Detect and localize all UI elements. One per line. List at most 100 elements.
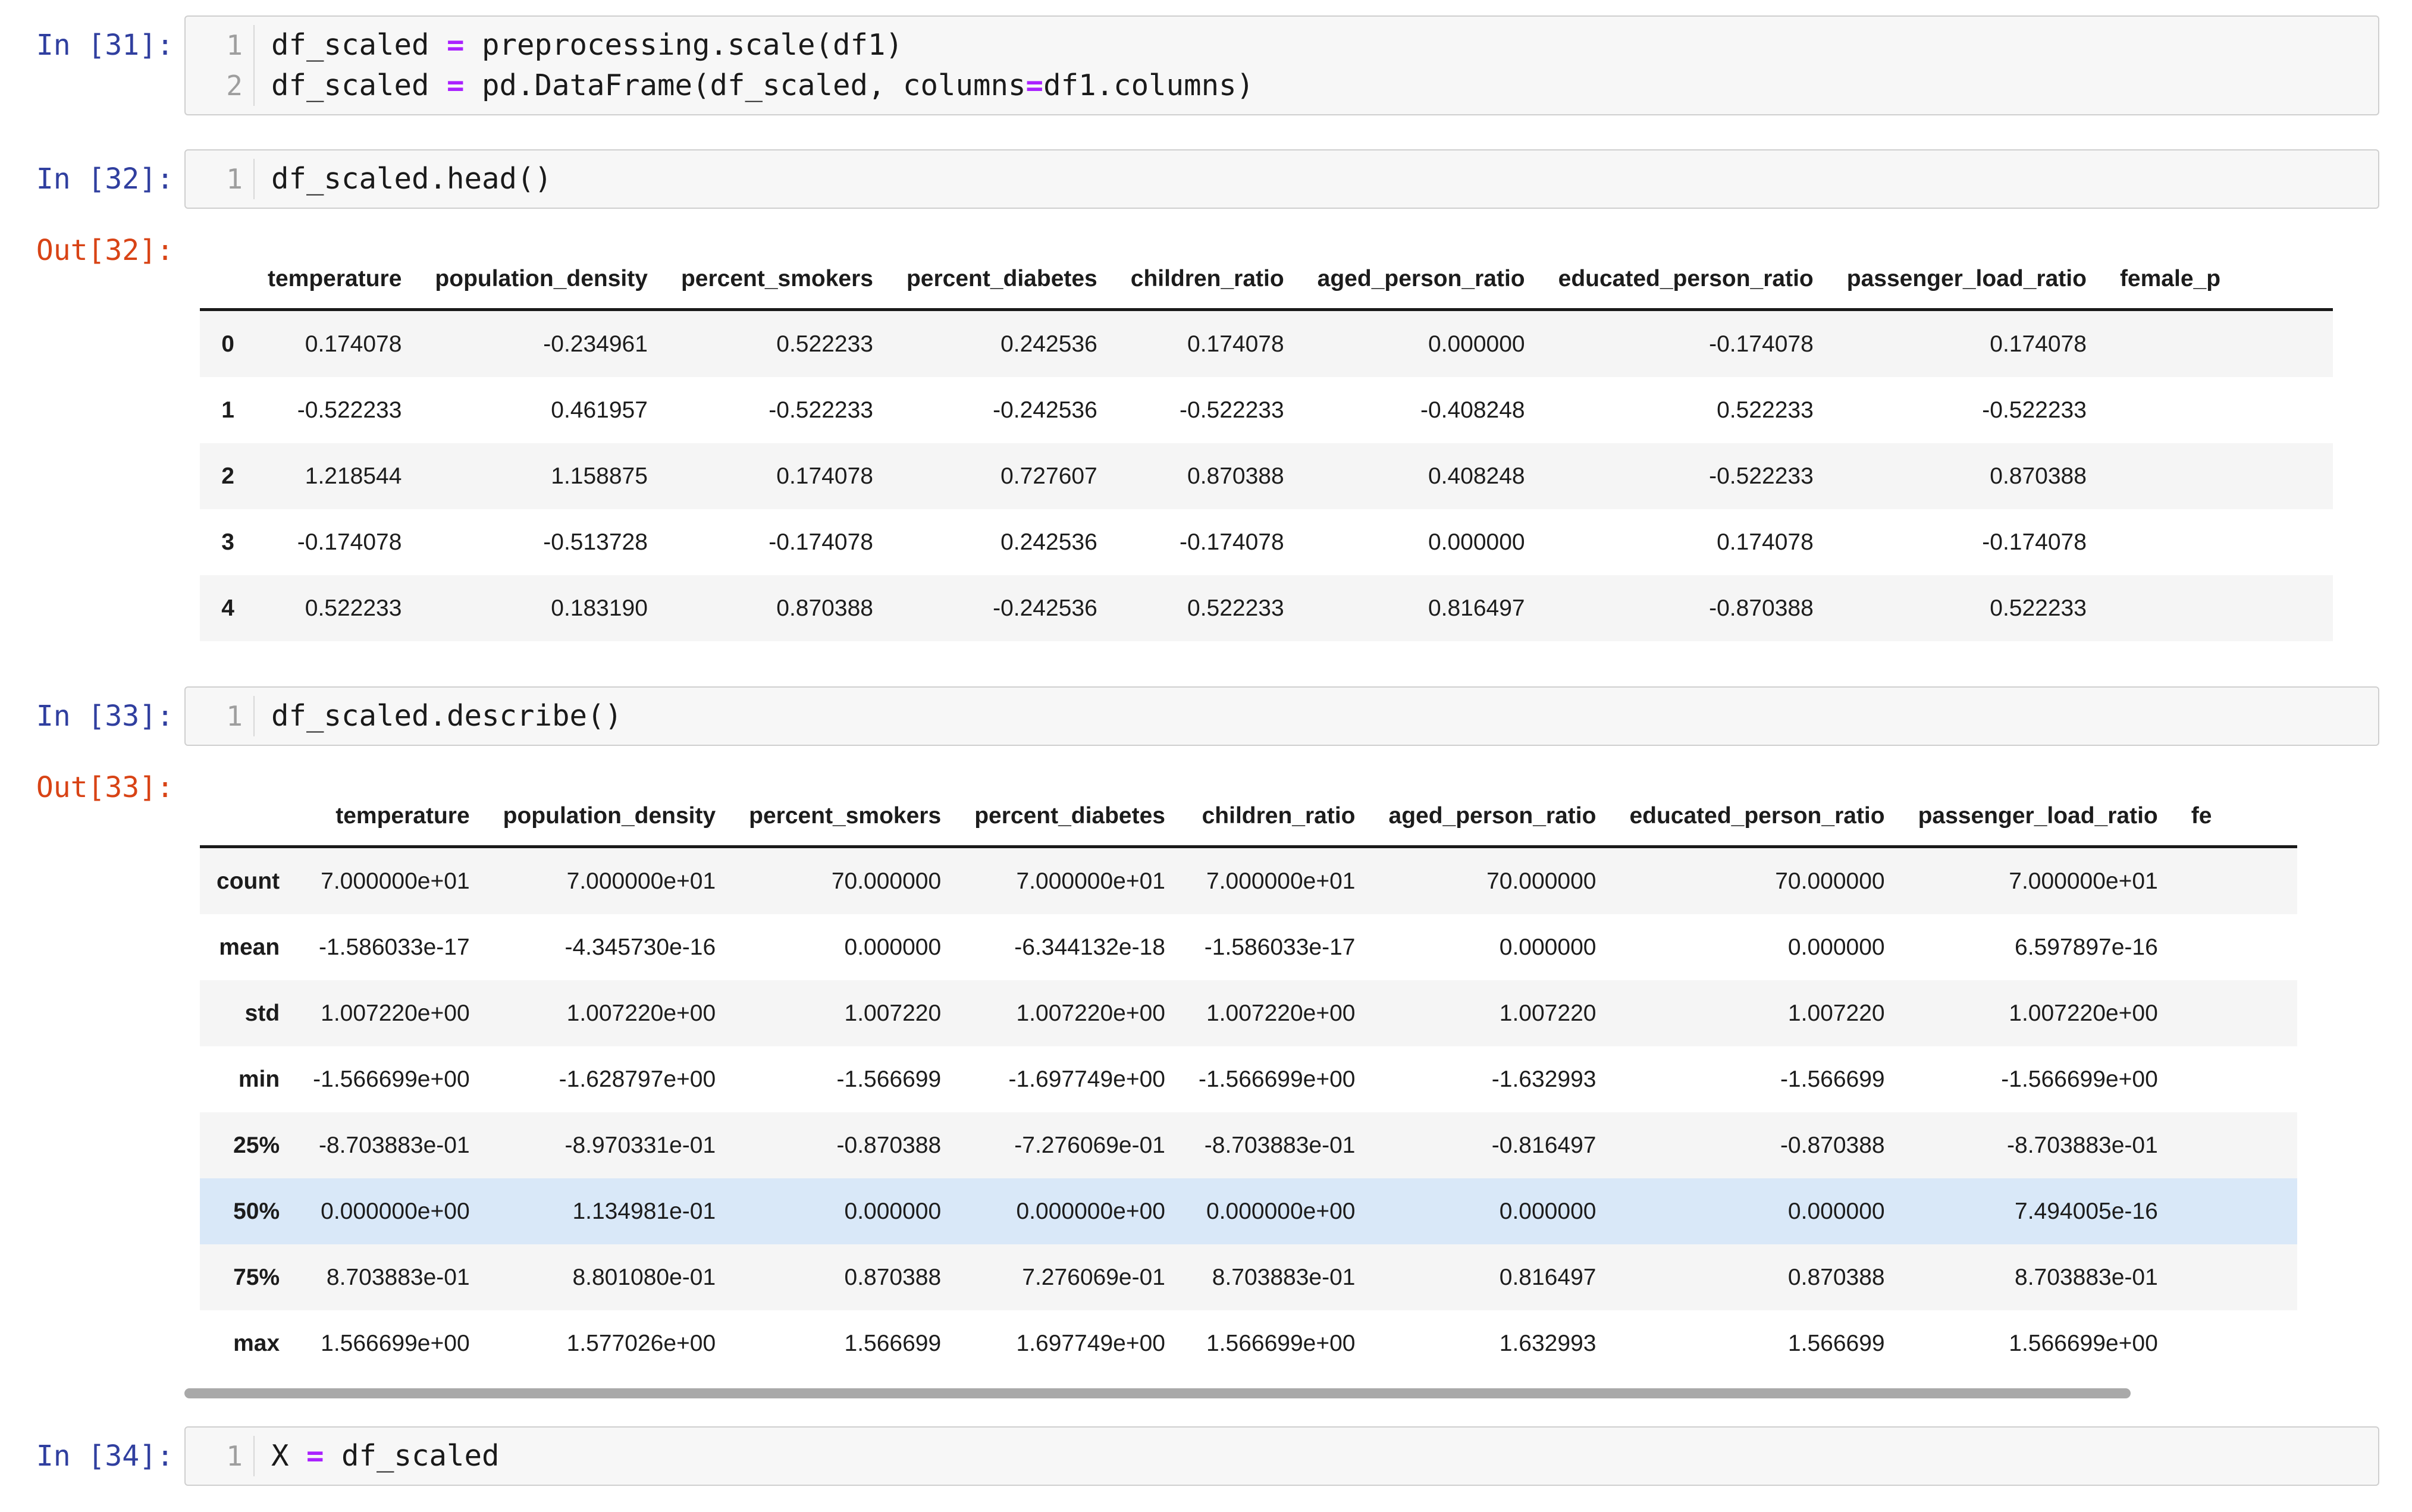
code-line: df_scaled.head() — [271, 159, 552, 199]
cell-value: 0.870388 — [1187, 463, 1284, 489]
cell-value: 0.242536 — [1000, 331, 1097, 357]
cell-input-area: 1 df_scaled.describe() — [174, 686, 2412, 746]
code-token: df_scaled — [271, 28, 447, 62]
cell-value: 0.816497 — [1499, 1265, 1597, 1290]
operator-token: = — [447, 28, 465, 62]
code-line: df_scaled = pd.DataFrame(df_scaled, colu… — [271, 65, 1254, 106]
table-row: 25% -8.703883e-01 -8.970331e-01 -0.870388 -7… — [200, 1112, 2297, 1178]
column-header: percent_smokers — [732, 789, 958, 848]
dataframe-body: 0 0.174078 -0.234961 0.522233 0.242536 0.1740… — [200, 309, 2333, 641]
code-line: df_scaled.describe() — [271, 696, 622, 736]
scrollbar-thumb[interactable] — [184, 1388, 2131, 1398]
cell-value-clipped — [2103, 575, 2333, 641]
code-cell-row: In [31]: 1 2 df_scaled = preprocessing.scal… — [0, 15, 2412, 115]
cell-value: 1.007220 — [1499, 1000, 1597, 1026]
cell-value: -0.513728 — [543, 529, 648, 555]
cell-value: 0.174078 — [1990, 331, 2087, 357]
cell-value: 1.632993 — [1499, 1331, 1597, 1356]
cell-value: 0.000000 — [1428, 331, 1525, 357]
index-header-cell — [200, 252, 251, 311]
cell-value: 0.000000e+00 — [1016, 1199, 1165, 1224]
column-header: educated_person_ratio — [1541, 252, 1830, 311]
operator-token: = — [447, 68, 465, 102]
column-header: children_ratio — [1114, 252, 1301, 311]
cell-value: -1.697749e+00 — [1008, 1066, 1166, 1092]
cell-value: -0.174078 — [1982, 529, 2087, 555]
cell-value: 1.697749e+00 — [1016, 1331, 1165, 1356]
cell-value-clipped — [2175, 1046, 2297, 1112]
cell-value: -0.242536 — [993, 595, 1097, 621]
column-header: children_ratio — [1182, 789, 1372, 848]
cell-value-clipped — [2175, 914, 2297, 980]
code-editor[interactable]: 1 2 df_scaled = preprocessing.scale(df1) df… — [184, 15, 2379, 115]
dataframe-output: temperature population_density percent_smo… — [200, 252, 2397, 641]
code-token: df_scaled.head() — [271, 162, 553, 196]
cell-value: 1.566699e+00 — [2009, 1331, 2158, 1356]
cell-value: -8.703883e-01 — [2007, 1133, 2158, 1158]
cell-value: -1.566699e+00 — [1199, 1066, 1356, 1092]
row-label: 0 — [221, 331, 234, 357]
cell-value: 1.566699 — [844, 1331, 942, 1356]
cell-value: -0.522233 — [1709, 463, 1814, 489]
code-editor[interactable]: 1 df_scaled.head() — [184, 149, 2379, 209]
cell-value: 8.703883e-01 — [1212, 1265, 1356, 1290]
cell-value: 0.727607 — [1000, 463, 1097, 489]
cell-value: -1.566699 — [1780, 1066, 1885, 1092]
cell-value: 1.566699e+00 — [321, 1331, 470, 1356]
cell-value: -8.970331e-01 — [564, 1133, 716, 1158]
row-label: min — [238, 1066, 280, 1092]
header-row: temperature population_density percent_smo… — [200, 252, 2333, 311]
horizontal-scrollbar[interactable] — [184, 1388, 2382, 1399]
line-number: 1 — [226, 163, 243, 195]
column-header: fe — [2174, 789, 2297, 848]
cell-value: 7.276069e-01 — [1022, 1265, 1165, 1290]
cell-value: 0.408248 — [1428, 463, 1525, 489]
output-prompt: Out[33]: — [36, 771, 174, 804]
line-number: 1 — [226, 1440, 243, 1472]
cell-value: -1.632993 — [1491, 1066, 1597, 1092]
code-editor[interactable]: 1 df_scaled.describe() — [184, 686, 2379, 746]
cell-value: -0.816497 — [1491, 1133, 1597, 1158]
cell-value: -1.586033e-17 — [318, 934, 470, 960]
row-label: 50% — [233, 1199, 280, 1224]
operator-token: = — [1025, 68, 1044, 102]
cell-value: 1.007220e+00 — [1016, 1000, 1165, 1026]
cell-value: 7.000000e+01 — [566, 868, 716, 894]
cell-value: 8.703883e-01 — [326, 1265, 470, 1290]
code-cell-row: In [32]: 1 df_scaled.head() — [0, 149, 2412, 209]
cell-value: 0.461957 — [551, 397, 648, 423]
cell-value: 0.000000 — [1499, 1199, 1597, 1224]
cell-value: 0.000000 — [1787, 1199, 1885, 1224]
row-label: count — [217, 868, 280, 894]
dataframe-header: temperature population_density percent_smo… — [200, 789, 2297, 848]
dataframe-header: temperature population_density percent_smo… — [200, 252, 2333, 311]
column-header: passenger_load_ratio — [1830, 252, 2103, 311]
cell-value: -8.703883e-01 — [1204, 1133, 1356, 1158]
cell-value: 8.703883e-01 — [2015, 1265, 2158, 1290]
cell-value: 0.000000 — [1499, 934, 1597, 960]
output-cell-row: Out[33]: temperature population_density per… — [0, 764, 2412, 1399]
cell-value: 0.870388 — [776, 595, 873, 621]
cell-value: 70.000000 — [831, 868, 942, 894]
code-token: df_scaled.describe() — [271, 699, 623, 733]
column-header: population_density — [486, 789, 733, 848]
cell-input-area: 1 df_scaled.head() — [174, 149, 2412, 209]
input-prompt: In [33]: — [36, 699, 174, 733]
row-label: mean — [219, 934, 280, 960]
table-row: min -1.566699e+00 -1.628797e+00 -1.566699 -1… — [200, 1046, 2297, 1112]
cell-value: 0.000000 — [844, 1199, 942, 1224]
table-row: count 7.000000e+01 7.000000e+01 70.000000 7.… — [200, 846, 2297, 914]
column-header: educated_person_ratio — [1613, 789, 1902, 848]
cell-value: 1.007220 — [844, 1000, 942, 1026]
code-token: df1.columns) — [1043, 68, 1254, 102]
cell-value: 7.000000e+01 — [321, 868, 470, 894]
output-prompt: Out[32]: — [36, 234, 174, 267]
cell-value: 0.242536 — [1000, 529, 1097, 555]
cell-value: 8.801080e-01 — [572, 1265, 716, 1290]
cell-value-clipped — [2103, 377, 2333, 443]
cell-value: 0.522233 — [1717, 397, 1814, 423]
cell-value: 0.183190 — [551, 595, 648, 621]
